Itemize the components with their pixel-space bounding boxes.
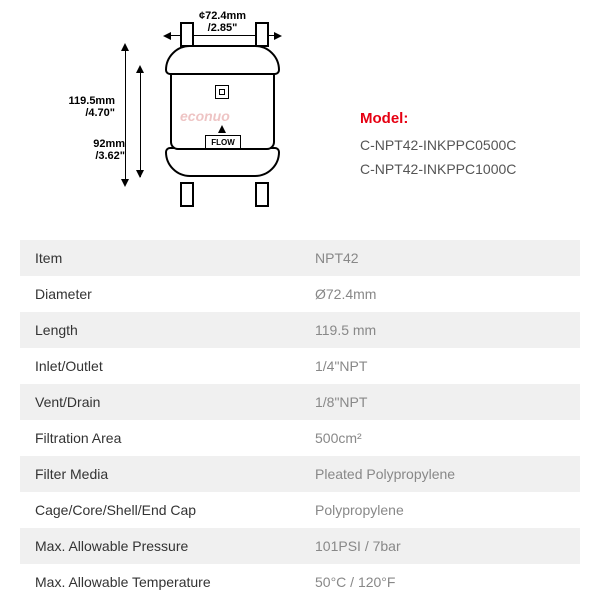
spec-value: 500cm² xyxy=(300,420,580,456)
table-row: DiameterØ72.4mm xyxy=(20,276,580,312)
spec-label: Inlet/Outlet xyxy=(20,348,300,384)
watermark: econuo xyxy=(180,108,230,124)
flow-arrow-icon xyxy=(218,125,226,133)
spec-value: Polypropylene xyxy=(300,492,580,528)
detail-marker-icon xyxy=(215,85,229,99)
table-row: Vent/Drain1/8"NPT xyxy=(20,384,580,420)
spec-label: Filtration Area xyxy=(20,420,300,456)
spec-value: 1/4"NPT xyxy=(300,348,580,384)
spec-label: Item xyxy=(20,240,300,276)
table-row: ItemNPT42 xyxy=(20,240,580,276)
spec-label: Max. Allowable Temperature xyxy=(20,564,300,600)
body-dimension: 92mm /3.62" xyxy=(80,138,125,162)
spec-value: 119.5 mm xyxy=(300,312,580,348)
spec-value: 50°C / 120°F xyxy=(300,564,580,600)
model-info: Model: C-NPT42-INKPPC0500C C-NPT42-INKPP… xyxy=(340,10,580,230)
spec-label: Vent/Drain xyxy=(20,384,300,420)
port-icon xyxy=(180,182,194,207)
spec-label: Length xyxy=(20,312,300,348)
port-icon xyxy=(255,182,269,207)
spec-value: 101PSI / 7bar xyxy=(300,528,580,564)
spec-label: Diameter xyxy=(20,276,300,312)
spec-value: Pleated Polypropylene xyxy=(300,456,580,492)
model-number: C-NPT42-INKPPC1000C xyxy=(360,161,580,177)
table-row: Filter MediaPleated Polypropylene xyxy=(20,456,580,492)
spec-label: Max. Allowable Pressure xyxy=(20,528,300,564)
height-dimension: 119.5mm /4.70" xyxy=(60,95,115,119)
top-section: ¢72.4mm /2.85" 119.5mm /4.70" 92mm /3.62… xyxy=(20,10,580,230)
model-heading: Model: xyxy=(360,110,580,127)
table-row: Filtration Area500cm² xyxy=(20,420,580,456)
specifications-table: ItemNPT42DiameterØ72.4mmLength119.5 mmIn… xyxy=(20,240,580,600)
port-icon xyxy=(180,22,194,47)
spec-value: 1/8"NPT xyxy=(300,384,580,420)
spec-label: Cage/Core/Shell/End Cap xyxy=(20,492,300,528)
table-row: Max. Allowable Pressure101PSI / 7bar xyxy=(20,528,580,564)
spec-label: Filter Media xyxy=(20,456,300,492)
technical-diagram: ¢72.4mm /2.85" 119.5mm /4.70" 92mm /3.62… xyxy=(20,10,340,230)
flow-label: FLOW xyxy=(205,135,241,149)
port-icon xyxy=(255,22,269,47)
table-row: Length119.5 mm xyxy=(20,312,580,348)
table-row: Cage/Core/Shell/End CapPolypropylene xyxy=(20,492,580,528)
model-number: C-NPT42-INKPPC0500C xyxy=(360,137,580,153)
spec-value: NPT42 xyxy=(300,240,580,276)
table-row: Inlet/Outlet1/4"NPT xyxy=(20,348,580,384)
table-row: Max. Allowable Temperature50°C / 120°F xyxy=(20,564,580,600)
spec-value: Ø72.4mm xyxy=(300,276,580,312)
